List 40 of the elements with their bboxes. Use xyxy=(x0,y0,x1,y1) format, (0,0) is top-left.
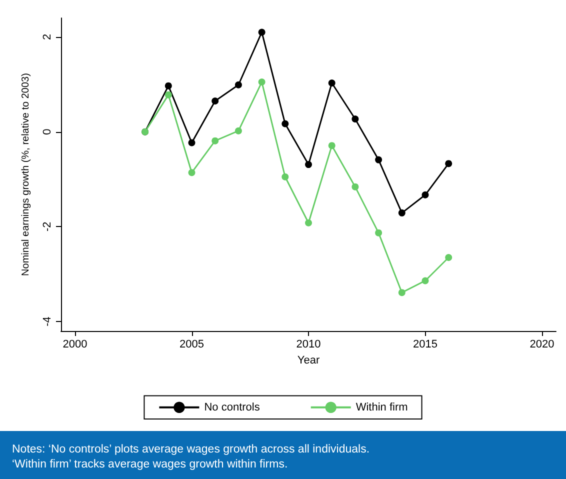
x-tick-label: 2000 xyxy=(62,338,88,350)
point xyxy=(422,277,429,284)
x-tick-label: 2005 xyxy=(180,338,204,350)
point xyxy=(328,142,336,150)
point xyxy=(375,156,382,164)
point xyxy=(282,120,289,128)
y-tick-label: -2 xyxy=(42,222,54,232)
legend-label: No controls xyxy=(204,401,260,414)
point xyxy=(282,173,289,180)
point xyxy=(398,209,406,216)
point xyxy=(375,229,382,236)
point xyxy=(398,289,406,296)
y-tick-label: -4 xyxy=(42,316,54,326)
x-axis-title: Year xyxy=(297,354,320,366)
y-axis-title: Nominal earnings growth (%, relative to 2003) xyxy=(20,73,32,276)
y-tick-label: 0 xyxy=(42,128,54,135)
x-tick-label: 2010 xyxy=(296,338,321,350)
x-tick-label: 2020 xyxy=(530,338,554,350)
point xyxy=(328,79,336,86)
x-tick-label: 2015 xyxy=(413,338,438,350)
point xyxy=(188,169,196,176)
y-tick-label: 2 xyxy=(42,34,54,40)
point xyxy=(352,116,359,123)
point xyxy=(164,82,172,90)
point xyxy=(305,161,312,168)
point xyxy=(445,254,452,261)
point xyxy=(305,219,312,226)
point xyxy=(258,28,266,36)
point xyxy=(234,127,242,134)
point xyxy=(164,91,172,98)
point xyxy=(188,139,196,146)
point xyxy=(258,78,266,86)
legend-label: Within firm xyxy=(356,401,408,414)
point xyxy=(234,81,242,88)
point xyxy=(212,137,219,144)
text: Notes: ‘No controls’ plots average wages growth across all individuals. ‘Within firm’ tracks average wages growth within firms. xyxy=(12,444,370,470)
point xyxy=(422,191,429,198)
point xyxy=(352,183,359,190)
point xyxy=(445,160,452,168)
point xyxy=(212,97,219,104)
